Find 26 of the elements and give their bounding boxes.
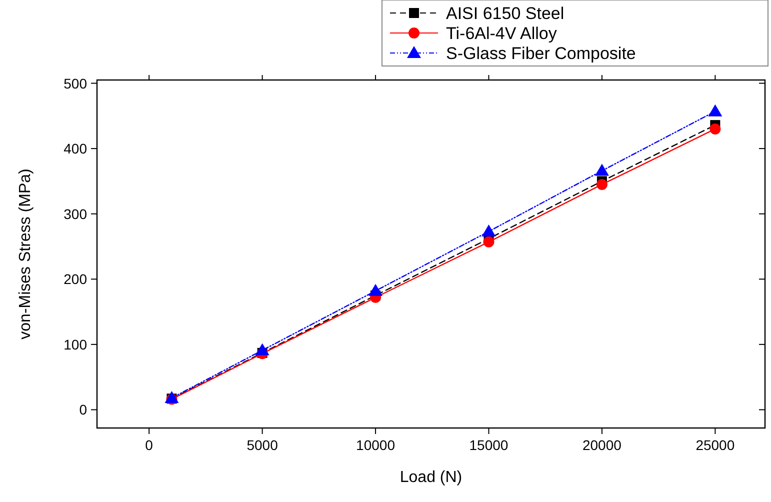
x-tick-label: 25000 [696, 437, 735, 453]
y-tick-label: 400 [64, 140, 88, 157]
legend-label: AISI 6150 Steel [446, 4, 564, 23]
y-tick-label: 300 [64, 206, 88, 222]
point [708, 104, 722, 116]
point [483, 236, 494, 248]
x-tick-label: 0 [145, 437, 154, 453]
point [596, 178, 608, 190]
point [255, 343, 270, 356]
x-tick-label: 20000 [582, 437, 622, 453]
point [482, 224, 496, 236]
point [164, 390, 179, 403]
legend-label: S-Glass Fiber Composite [446, 44, 636, 63]
y-tick-label: 100 [64, 336, 88, 352]
x-axis-title: Load (N) [400, 469, 462, 486]
x-tick-label: 15000 [469, 437, 508, 453]
y-axis-title: von-Mises Stress (MPa) [17, 168, 34, 340]
y-tick-label: 500 [64, 75, 88, 92]
x-tick-label: 10000 [356, 437, 396, 453]
y-tick-label: 0 [79, 402, 88, 418]
legend-label: Ti-6Al-4V Alloy [446, 24, 558, 43]
point [594, 164, 609, 176]
point [710, 123, 721, 134]
y-tick-label: 200 [64, 271, 88, 288]
point [368, 284, 383, 296]
x-tick-label: 5000 [246, 437, 278, 453]
